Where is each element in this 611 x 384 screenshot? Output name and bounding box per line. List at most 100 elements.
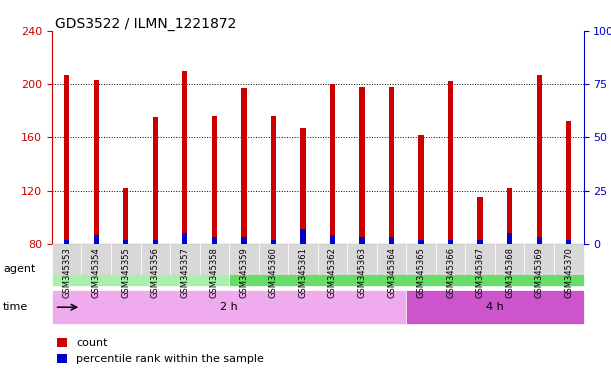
Text: GSM345353: GSM345353 xyxy=(62,247,71,298)
Text: control: control xyxy=(121,264,160,274)
Bar xyxy=(347,31,377,244)
Text: time: time xyxy=(3,302,28,312)
Text: GSM345365: GSM345365 xyxy=(417,247,426,298)
Bar xyxy=(406,244,436,275)
Bar xyxy=(52,31,81,244)
Text: GSM345359: GSM345359 xyxy=(240,247,249,298)
Bar xyxy=(241,237,247,244)
Bar xyxy=(200,244,229,275)
Bar xyxy=(141,244,170,275)
Bar xyxy=(271,240,276,244)
Text: GSM345362: GSM345362 xyxy=(328,247,337,298)
Bar xyxy=(536,74,542,244)
Text: GSM345366: GSM345366 xyxy=(446,247,455,298)
Text: GSM345358: GSM345358 xyxy=(210,247,219,298)
Bar xyxy=(495,31,524,244)
Bar xyxy=(330,84,335,244)
Bar xyxy=(448,81,453,244)
Bar xyxy=(81,31,111,244)
Bar xyxy=(448,240,453,244)
Bar xyxy=(477,240,483,244)
Text: 2 h: 2 h xyxy=(220,302,238,312)
Bar xyxy=(436,31,466,244)
Bar xyxy=(507,233,513,244)
Bar xyxy=(477,197,483,244)
Bar xyxy=(566,121,571,244)
Bar xyxy=(81,31,111,244)
Bar xyxy=(300,128,306,244)
Text: GSM345354: GSM345354 xyxy=(92,247,101,298)
Text: NTHi: NTHi xyxy=(393,264,420,274)
Bar xyxy=(524,31,554,244)
Bar xyxy=(318,31,347,244)
Bar xyxy=(389,87,394,244)
Bar xyxy=(330,235,335,244)
Text: agent: agent xyxy=(3,264,35,274)
Bar xyxy=(229,31,258,244)
Bar xyxy=(466,31,495,244)
Bar xyxy=(52,244,81,275)
Bar xyxy=(200,31,229,244)
Bar xyxy=(406,31,436,244)
Bar xyxy=(64,74,70,244)
Bar xyxy=(419,240,424,244)
Bar xyxy=(241,88,247,244)
Bar xyxy=(406,31,436,244)
Bar xyxy=(436,31,466,244)
Bar xyxy=(153,117,158,244)
Bar xyxy=(229,31,258,244)
Bar xyxy=(93,235,99,244)
Text: GSM345368: GSM345368 xyxy=(505,247,514,298)
Bar xyxy=(258,31,288,244)
Bar xyxy=(170,31,200,244)
Bar xyxy=(377,31,406,244)
Bar xyxy=(52,252,229,286)
Text: GSM345370: GSM345370 xyxy=(564,247,573,298)
Bar xyxy=(52,290,406,324)
Bar xyxy=(52,31,81,244)
Bar xyxy=(377,31,406,244)
Text: GSM345355: GSM345355 xyxy=(121,247,130,298)
Bar xyxy=(229,244,258,275)
Bar xyxy=(182,233,188,244)
Bar xyxy=(211,237,217,244)
Bar xyxy=(200,31,229,244)
Text: GDS3522 / ILMN_1221872: GDS3522 / ILMN_1221872 xyxy=(55,17,236,31)
Bar xyxy=(406,290,584,324)
Bar xyxy=(258,244,288,275)
Bar xyxy=(111,31,141,244)
Legend: count, percentile rank within the sample: count, percentile rank within the sample xyxy=(57,338,264,364)
Bar xyxy=(347,244,377,275)
Bar xyxy=(554,31,584,244)
Bar xyxy=(170,31,200,244)
Text: GSM345357: GSM345357 xyxy=(180,247,189,298)
Bar xyxy=(554,31,584,244)
Bar xyxy=(111,244,141,275)
Bar xyxy=(566,240,571,244)
Bar xyxy=(300,229,306,244)
Bar xyxy=(359,87,365,244)
Bar xyxy=(347,31,377,244)
Bar xyxy=(211,116,217,244)
Bar xyxy=(81,244,111,275)
Bar xyxy=(359,237,365,244)
Bar xyxy=(436,244,466,275)
Bar xyxy=(318,31,347,244)
Bar xyxy=(258,31,288,244)
Text: GSM345363: GSM345363 xyxy=(357,247,367,298)
Text: GSM345356: GSM345356 xyxy=(151,247,160,298)
Text: GSM345364: GSM345364 xyxy=(387,247,396,298)
Bar xyxy=(182,71,188,244)
Bar xyxy=(170,244,200,275)
Text: GSM345367: GSM345367 xyxy=(475,247,485,298)
Bar xyxy=(419,135,424,244)
Bar xyxy=(123,188,128,244)
Text: 4 h: 4 h xyxy=(486,302,504,312)
Bar xyxy=(288,244,318,275)
Text: GSM345360: GSM345360 xyxy=(269,247,278,298)
Bar xyxy=(495,31,524,244)
Bar xyxy=(141,31,170,244)
Bar xyxy=(318,244,347,275)
Bar xyxy=(507,188,513,244)
Bar xyxy=(64,240,70,244)
